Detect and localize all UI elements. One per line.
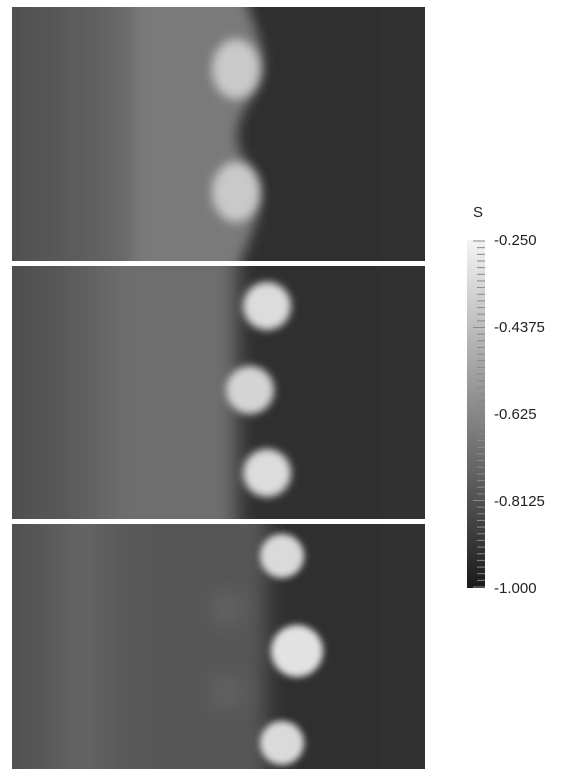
simulation-panel-2 bbox=[12, 266, 425, 519]
simulation-panel-3 bbox=[12, 524, 425, 769]
colorbar-tick-label-1: -0.250 bbox=[494, 232, 537, 249]
colorbar-tick-label-4: -0.8125 bbox=[494, 493, 545, 510]
colorbar-tick-label-3: -0.625 bbox=[494, 406, 537, 423]
colorbar-gradient bbox=[467, 240, 485, 588]
colorbar-variable-label: S bbox=[473, 204, 484, 221]
simulation-panel-1 bbox=[12, 7, 425, 261]
colorbar: S -0.250 -0.4375 -0.625 -0.8125 -1.000 bbox=[440, 200, 580, 610]
colorbar-tick-label-5: -1.000 bbox=[494, 580, 537, 597]
colorbar-tick-label-2: -0.4375 bbox=[494, 319, 545, 336]
